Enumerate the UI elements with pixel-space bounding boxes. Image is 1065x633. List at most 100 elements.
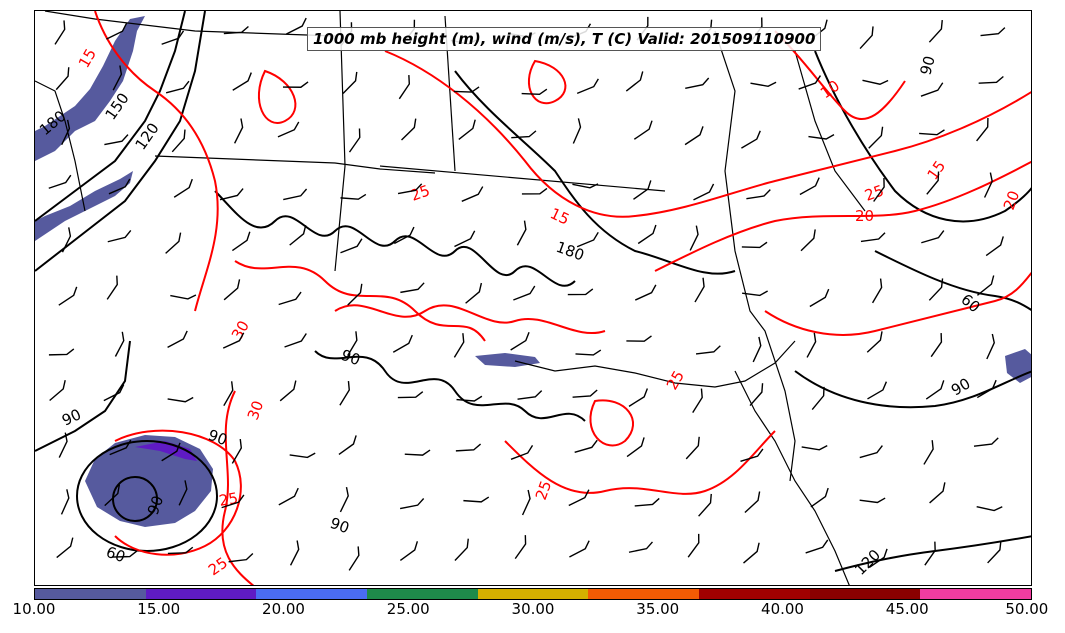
border-plains: [379, 165, 666, 192]
temp-contour-20: [654, 160, 1031, 272]
wind-barb: [108, 178, 131, 195]
wind-barb: [809, 288, 830, 308]
wind-barb: [231, 439, 243, 464]
wind-barb: [625, 71, 644, 92]
wind-barb: [986, 333, 995, 360]
wind-barb: [924, 541, 936, 566]
wind-barb: [743, 542, 760, 564]
temp-contour-10: [774, 30, 906, 121]
colorbar-tick-label: 30.00: [511, 600, 555, 618]
wind-barb: [282, 81, 309, 88]
wind-barb: [521, 88, 548, 96]
border-west-coast: [35, 80, 86, 212]
wind-barb: [61, 119, 71, 146]
wind-barb: [106, 22, 128, 40]
wind-barb: [401, 118, 417, 141]
height-contour-ne: [814, 50, 1031, 223]
wind-barb: [397, 183, 423, 195]
colorbar-segment: [477, 589, 589, 599]
wind-shading-sw-core: [135, 441, 197, 461]
height-label: 90: [916, 54, 938, 77]
wind-barb: [48, 174, 72, 189]
colorbar-segment: [256, 589, 368, 599]
wind-barb: [695, 345, 721, 355]
wind-barb: [233, 118, 244, 144]
wind-barb: [920, 82, 944, 97]
wind-barb: [222, 332, 245, 349]
border-coast-gulf: [514, 340, 796, 388]
height-label: 90: [59, 405, 84, 429]
wind-barb: [103, 384, 125, 402]
wind-barb: [694, 277, 705, 303]
wind-barb: [923, 440, 934, 465]
wind-barb: [347, 331, 358, 356]
temp-label: 25: [408, 181, 432, 204]
wind-barb: [517, 390, 543, 400]
wind-barb: [929, 482, 946, 504]
temp-label: 20: [855, 207, 874, 225]
temp-label: 15: [547, 204, 572, 228]
height-contour-180: [454, 70, 736, 275]
height-contour-150: [35, 11, 186, 222]
wind-barb: [49, 380, 66, 402]
wind-barb: [347, 283, 363, 306]
wind-barb: [231, 231, 251, 252]
wind-barb: [342, 71, 358, 95]
wind-barb: [569, 540, 590, 558]
wind-barb: [628, 388, 649, 407]
wind-barb: [980, 27, 1006, 37]
wind-barb: [223, 381, 234, 407]
wind-barb: [284, 333, 307, 348]
wind-barb: [458, 119, 476, 140]
wind-barb: [685, 77, 710, 90]
wind-barb: [513, 285, 536, 301]
wind-barb: [859, 497, 886, 504]
wind-barb: [106, 275, 118, 300]
wind-barb: [161, 442, 181, 462]
border-florida: [734, 370, 850, 585]
wind-barb: [455, 443, 482, 452]
wind-barb: [689, 225, 699, 251]
wind-barb: [574, 439, 598, 453]
wind-barb: [925, 380, 945, 400]
wind-barb: [575, 349, 602, 356]
wind-barb: [801, 445, 828, 451]
wind-barb: [338, 435, 357, 456]
wind-barb: [685, 436, 700, 460]
wind-barb: [104, 484, 121, 507]
wind-barb: [55, 67, 70, 91]
height-label: 90: [206, 426, 230, 449]
wind-barb: [167, 396, 194, 403]
temp-label: 15: [75, 45, 100, 71]
temp-label: 25: [218, 489, 240, 510]
colorbar-tick-label: 50.00: [1005, 600, 1049, 618]
colorbar-tick-label: 35.00: [636, 600, 680, 618]
wind-barb: [56, 537, 74, 559]
temp-contour-25-east: [764, 271, 1031, 336]
wind-barb: [741, 241, 768, 249]
wind-barb: [693, 183, 715, 201]
wind-barb: [398, 75, 411, 100]
wind-barb: [637, 224, 657, 245]
wind-barb: [976, 275, 995, 296]
wind-barb: [568, 489, 590, 507]
border-vertical-1: [334, 11, 346, 272]
height-label: 120: [132, 120, 163, 154]
height-contour-90-mid: [314, 350, 586, 422]
height-label: 60: [104, 543, 128, 566]
wind-barb: [278, 291, 302, 306]
wind-barb: [223, 25, 249, 35]
wind-barb: [283, 188, 308, 201]
temp-contour-25-west: [221, 390, 255, 585]
wind-barb: [107, 230, 132, 243]
wind-barb: [453, 333, 465, 358]
wind-barb: [339, 381, 350, 406]
height-label: 180: [554, 238, 587, 265]
temp-contour-blob-3: [589, 399, 635, 447]
wind-barb: [58, 432, 68, 458]
wind-barb: [567, 288, 594, 296]
temp-label: 25: [205, 554, 231, 580]
wind-barb: [454, 538, 469, 562]
temp-contour-30: [234, 260, 486, 342]
temp-label: 30: [244, 398, 267, 422]
